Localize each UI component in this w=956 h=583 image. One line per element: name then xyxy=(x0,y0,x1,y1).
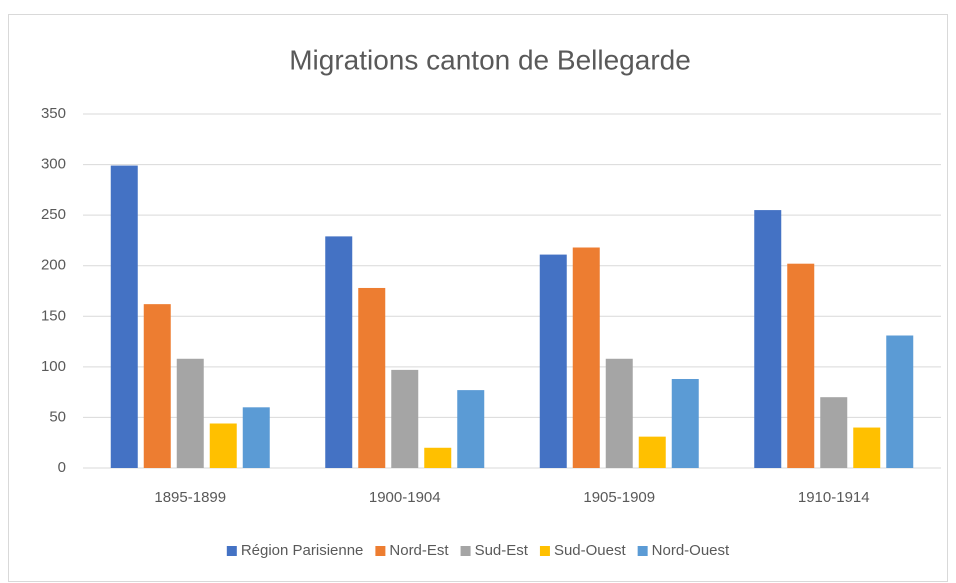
x-tick-label: 1900-1904 xyxy=(369,489,441,506)
bar xyxy=(391,369,419,468)
bar xyxy=(671,378,699,468)
legend-swatch xyxy=(375,546,386,556)
x-tick-label: 1895-1899 xyxy=(154,489,226,506)
y-tick-label: 100 xyxy=(41,358,66,375)
bar xyxy=(358,287,386,468)
legend-label: Sud-Ouest xyxy=(554,542,627,559)
bar xyxy=(457,390,485,468)
x-tick-label: 1910-1914 xyxy=(798,489,870,506)
y-tick-label: 0 xyxy=(58,459,66,476)
y-tick-label: 250 xyxy=(41,206,66,223)
bar xyxy=(886,335,914,468)
chart-title: Migrations canton de Bellegarde xyxy=(289,44,691,75)
bar xyxy=(787,263,815,468)
bar xyxy=(853,427,881,468)
bar xyxy=(176,358,204,468)
legend-label: Sud-Est xyxy=(475,542,529,559)
bar xyxy=(424,447,452,468)
bar xyxy=(605,358,633,468)
legend-label: Nord-Est xyxy=(389,542,449,559)
x-tick-label: 1905-1909 xyxy=(583,489,655,506)
bar xyxy=(539,254,567,468)
legend-swatch xyxy=(226,546,237,556)
legend-swatch xyxy=(539,546,550,556)
legend-swatch xyxy=(460,546,471,556)
y-tick-label: 50 xyxy=(49,408,66,425)
legend-label: Région Parisienne xyxy=(241,542,364,559)
legend-swatch xyxy=(637,546,648,556)
y-tick-label: 300 xyxy=(41,156,66,173)
bar xyxy=(209,423,237,468)
y-tick-label: 200 xyxy=(41,257,66,274)
bar xyxy=(110,165,138,468)
bar xyxy=(638,436,666,468)
bar xyxy=(242,407,270,468)
bar xyxy=(572,247,600,468)
bar xyxy=(754,210,782,469)
y-tick-label: 150 xyxy=(41,307,66,324)
y-tick-label: 350 xyxy=(41,105,66,122)
bar xyxy=(325,236,353,468)
legend-label: Nord-Ouest xyxy=(652,542,730,559)
bar xyxy=(820,397,848,468)
bar xyxy=(143,304,171,468)
